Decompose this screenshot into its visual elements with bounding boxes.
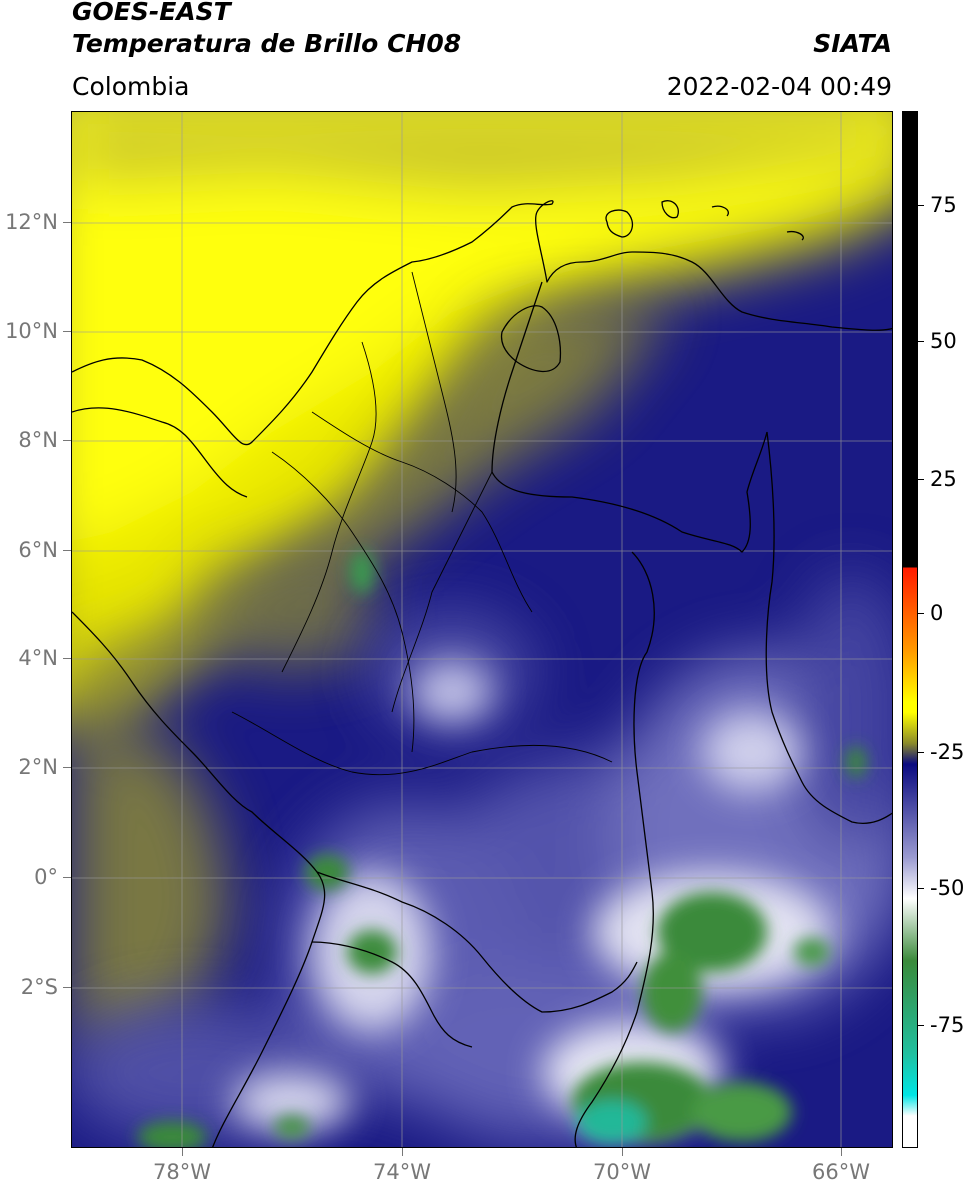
island-curacao: [711, 205, 729, 217]
colorbar-tick: [918, 205, 924, 206]
colorbar-label: 0: [930, 601, 944, 625]
lat-tick: [63, 658, 71, 659]
caribbean-coastline: [72, 200, 892, 446]
colombia-brazil-border: [574, 551, 655, 1147]
brightness-temperature-map: [72, 112, 892, 1147]
colorbar: [902, 111, 918, 1148]
satellite-title: GOES-EAST: [72, 0, 231, 26]
colorbar-tick: [918, 613, 924, 614]
lat-tick: [63, 222, 71, 223]
colorbar-label: -25: [930, 740, 965, 764]
paraguana-peninsula: [605, 209, 634, 238]
lat-tick: [63, 987, 71, 988]
organization-label: SIATA: [813, 29, 892, 58]
lat-label: 10°N: [5, 319, 58, 343]
department-lines-2: [311, 411, 533, 613]
region-label: Colombia: [72, 72, 190, 101]
lon-tick: [622, 1148, 623, 1156]
lat-tick: [63, 440, 71, 441]
lat-tick: [63, 767, 71, 768]
department-lines-6: [391, 471, 493, 713]
lon-tick: [182, 1148, 183, 1156]
map-panel: [71, 111, 893, 1148]
lat-label: 12°N: [5, 210, 58, 234]
olive-transition: [72, 302, 672, 1052]
venezuela-brazil-border: [765, 431, 892, 824]
lon-label: 74°W: [373, 1160, 431, 1184]
lake-maracaibo: [500, 305, 562, 373]
lon-tick: [841, 1148, 842, 1156]
colorbar-label: 75: [930, 193, 957, 217]
lat-tick: [63, 331, 71, 332]
lat-label: 8°N: [18, 428, 58, 452]
department-lines-5: [231, 711, 613, 776]
lon-tick: [402, 1148, 403, 1156]
datetime-label: 2022-02-04 00:49: [666, 72, 892, 101]
colorbar-label: 25: [930, 467, 957, 491]
lon-label: 70°W: [593, 1160, 651, 1184]
colorbar-tick: [918, 752, 924, 753]
yellow-region: [72, 112, 892, 719]
lon-label: 66°W: [812, 1160, 870, 1184]
island-margarita: [786, 230, 804, 241]
colorbar-tick: [918, 341, 924, 342]
island-aruba: [661, 200, 679, 219]
lat-tick: [63, 877, 71, 878]
department-lines: [271, 451, 415, 753]
colorbar-label: 50: [930, 329, 957, 353]
lat-label: 0°: [34, 865, 58, 889]
boundaries: [72, 200, 892, 1147]
colorbar-tick: [918, 1025, 924, 1026]
pacific-coastline: [72, 611, 326, 1147]
colombia-venezuela-border: [491, 281, 768, 553]
colorbar-label: -75: [930, 1013, 965, 1037]
lat-label: 6°N: [18, 538, 58, 562]
product-title: Temperatura de Brillo CH08: [72, 29, 462, 58]
colorbar-tick: [918, 888, 924, 889]
colorbar-label: -50: [930, 876, 965, 900]
green-cold-cores: [137, 550, 866, 1147]
colombia-peru-border: [316, 871, 638, 1013]
ecuador-peru-border: [311, 941, 473, 1048]
lat-label: 2°S: [20, 975, 58, 999]
lon-label: 78°W: [153, 1160, 211, 1184]
department-lines-3: [281, 341, 377, 673]
panama-coast: [72, 407, 248, 498]
colorbar-tick: [918, 479, 924, 480]
lat-tick: [63, 550, 71, 551]
lat-label: 2°N: [18, 755, 58, 779]
department-lines-4: [411, 271, 457, 513]
lat-label: 4°N: [18, 646, 58, 670]
